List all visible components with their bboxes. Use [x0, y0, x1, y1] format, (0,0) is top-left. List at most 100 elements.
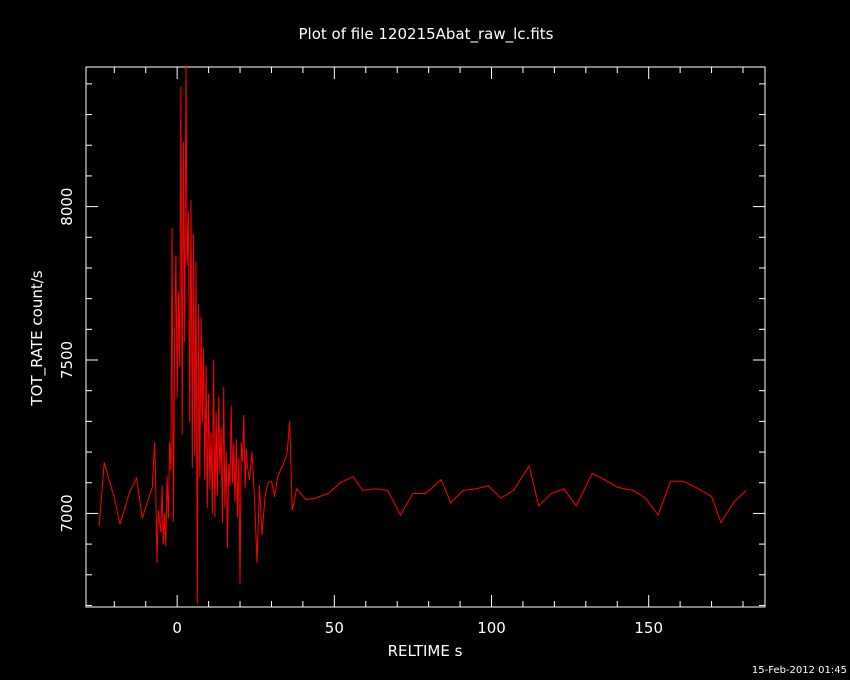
data-point: [166, 476, 168, 478]
data-point: [374, 488, 376, 490]
data-point: [528, 465, 530, 467]
data-point: [657, 514, 659, 516]
data-point: [247, 466, 249, 468]
data-point: [223, 387, 225, 389]
data-point: [209, 488, 211, 490]
data-point: [682, 480, 684, 482]
data-point: [216, 494, 218, 496]
data-point: [193, 233, 194, 235]
data-point: [289, 420, 291, 422]
data-point: [563, 488, 565, 490]
y-axis-ticks: [86, 83, 765, 606]
data-point: [160, 531, 162, 533]
data-point: [228, 463, 230, 465]
data-point: [129, 491, 131, 493]
data-point: [191, 466, 193, 468]
data-point: [225, 451, 227, 453]
data-point: [199, 476, 201, 478]
x-tick-label: 100: [477, 619, 506, 637]
y-tick-label: 7500: [58, 341, 76, 379]
data-point: [575, 505, 577, 507]
data-point: [239, 583, 241, 585]
data-point: [462, 489, 464, 491]
data-point: [206, 506, 208, 508]
x-axis-ticks: [113, 67, 744, 607]
data-point: [733, 502, 735, 504]
data-point: [296, 488, 298, 490]
data-point: [179, 365, 181, 367]
data-point: [720, 522, 722, 524]
data-point: [340, 482, 342, 484]
data-point: [161, 485, 163, 487]
data-point: [171, 227, 173, 229]
data-point: [327, 493, 329, 494]
data-point: [264, 494, 266, 496]
data-point: [201, 420, 203, 422]
data-point: [362, 489, 364, 491]
data-point: [213, 359, 215, 361]
data-point: [251, 451, 253, 453]
data-point: [232, 482, 233, 484]
data-point: [198, 304, 199, 306]
y-tick-label: 7000: [58, 494, 76, 532]
data-point: [277, 476, 279, 478]
data-point: [221, 522, 223, 524]
data-point: [315, 497, 316, 499]
data-point: [155, 470, 156, 471]
data-point: [475, 488, 477, 490]
data-point: [267, 482, 269, 484]
x-tick-label: 0: [172, 619, 182, 637]
data-point: [645, 497, 646, 499]
data-point: [670, 480, 672, 482]
data-point: [616, 486, 618, 488]
data-point: [450, 502, 452, 504]
data-point: [154, 442, 155, 444]
data-point: [235, 439, 237, 441]
data-point: [157, 509, 159, 511]
data-point: [286, 451, 288, 453]
data-point: [196, 603, 198, 605]
data-point: [227, 546, 228, 548]
data-point: [229, 485, 231, 487]
data-point: [487, 485, 489, 487]
data-point: [230, 405, 232, 407]
data-point: [249, 479, 250, 481]
data-point: [387, 489, 389, 491]
data-point: [695, 486, 697, 488]
data-point: [184, 341, 186, 343]
data-point: [176, 396, 178, 398]
data-point: [165, 545, 167, 547]
data-point: [500, 497, 502, 499]
data-point: [274, 496, 276, 497]
data-point: [215, 411, 217, 413]
data-point: [291, 509, 293, 511]
data-point: [233, 443, 235, 445]
data-point: [283, 462, 285, 464]
data-point: [632, 489, 634, 491]
data-point: [205, 365, 207, 367]
plot-timestamp: 15-Feb-2012 01:45: [752, 665, 847, 676]
y-axis-tick-labels: 7000 7500 8000: [58, 188, 76, 533]
data-point: [162, 543, 164, 545]
data-point: [242, 460, 243, 462]
y-tick-label: 8000: [58, 188, 76, 226]
data-point: [352, 476, 354, 478]
data-point: [208, 393, 210, 395]
data-point: [175, 255, 177, 257]
data-point: [220, 427, 222, 428]
data-point: [234, 500, 236, 502]
data-point: [237, 516, 238, 517]
data-point: [256, 562, 258, 563]
data-point: [177, 292, 179, 293]
data-point: [98, 525, 100, 527]
data-point: [195, 261, 197, 263]
data-point: [604, 479, 606, 481]
x-axis-label: RELTIME s: [388, 642, 463, 660]
data-point: [513, 489, 514, 491]
x-axis-tick-labels: 0 50 100 150: [172, 619, 663, 637]
data-point: [170, 470, 172, 471]
data-point: [151, 486, 153, 488]
data-point: [211, 512, 213, 514]
data-point: [172, 520, 174, 522]
